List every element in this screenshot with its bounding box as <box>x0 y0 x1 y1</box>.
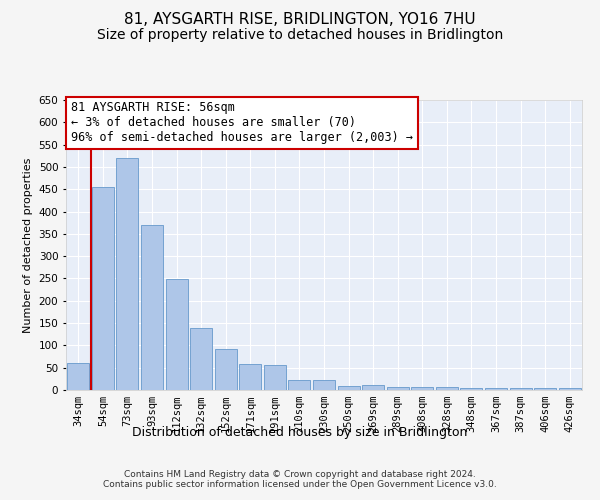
Bar <box>215 348 237 390</box>
Bar <box>509 388 532 390</box>
Bar <box>559 388 581 390</box>
Text: 81, AYSGARTH RISE, BRIDLINGTON, YO16 7HU: 81, AYSGARTH RISE, BRIDLINGTON, YO16 7HU <box>124 12 476 28</box>
Bar <box>411 387 433 390</box>
Bar <box>534 388 556 390</box>
Bar <box>67 363 89 390</box>
Bar <box>460 388 482 390</box>
Bar <box>436 388 458 390</box>
Bar <box>362 384 384 390</box>
Text: Distribution of detached houses by size in Bridlington: Distribution of detached houses by size … <box>133 426 467 439</box>
Bar <box>92 187 114 390</box>
Bar <box>116 158 139 390</box>
Bar <box>386 387 409 390</box>
Y-axis label: Number of detached properties: Number of detached properties <box>23 158 33 332</box>
Bar <box>289 380 310 390</box>
Bar <box>313 380 335 390</box>
Bar <box>264 366 286 390</box>
Bar <box>141 225 163 390</box>
Bar <box>239 364 262 390</box>
Bar <box>166 280 188 390</box>
Text: Contains HM Land Registry data © Crown copyright and database right 2024.
Contai: Contains HM Land Registry data © Crown c… <box>103 470 497 490</box>
Text: 81 AYSGARTH RISE: 56sqm
← 3% of detached houses are smaller (70)
96% of semi-det: 81 AYSGARTH RISE: 56sqm ← 3% of detached… <box>71 102 413 144</box>
Text: Size of property relative to detached houses in Bridlington: Size of property relative to detached ho… <box>97 28 503 42</box>
Bar <box>338 386 359 390</box>
Bar <box>190 328 212 390</box>
Bar <box>485 388 507 390</box>
